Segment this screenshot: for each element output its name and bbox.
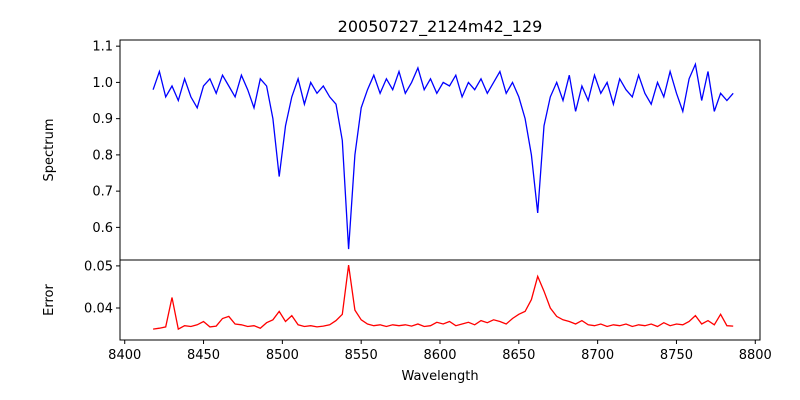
x-tick-label: 8450 <box>187 348 220 363</box>
x-axis-label: Wavelength <box>401 369 478 384</box>
error-line <box>153 265 734 331</box>
spectrum-y-tick-label: 0.8 <box>92 148 113 163</box>
x-tick-label: 8800 <box>739 348 772 363</box>
spectrum-y-tick-label: 1.1 <box>92 40 113 55</box>
x-tick-label: 8750 <box>660 348 693 363</box>
error-panel: 0.04 0.05 8400 8450 8500 8550 8600 8650 8700 8750… <box>84 259 772 363</box>
chart-title: 20050727_2124m42_129 <box>338 17 543 37</box>
x-tick-label: 8500 <box>266 348 299 363</box>
x-tick-label: 8700 <box>581 348 614 363</box>
spectrum-y-tick-label: 0.6 <box>92 221 113 236</box>
x-tick-label: 8400 <box>108 348 141 363</box>
spectrum-y-tick-label: 0.7 <box>92 185 113 200</box>
error-y-tick-label: 0.05 <box>84 259 113 274</box>
x-tick-label: 8600 <box>423 348 456 363</box>
spectrum-y-label: Spectrum <box>42 119 57 182</box>
spectrum-axes-frame <box>119 39 761 261</box>
error-y-label: Error <box>42 284 57 316</box>
x-tick-label: 8550 <box>345 348 378 363</box>
error-axes-frame <box>119 259 761 341</box>
spectrum-y-tick-label: 0.9 <box>92 112 113 127</box>
error-y-tick-label: 0.04 <box>84 302 113 317</box>
spectrum-y-tick-label: 1.0 <box>92 76 113 91</box>
spectrum-line <box>152 62 734 250</box>
x-tick-label: 8650 <box>502 348 535 363</box>
spectrum-panel: 0.6 0.7 0.8 0.9 1.0 1.1 <box>92 39 761 261</box>
